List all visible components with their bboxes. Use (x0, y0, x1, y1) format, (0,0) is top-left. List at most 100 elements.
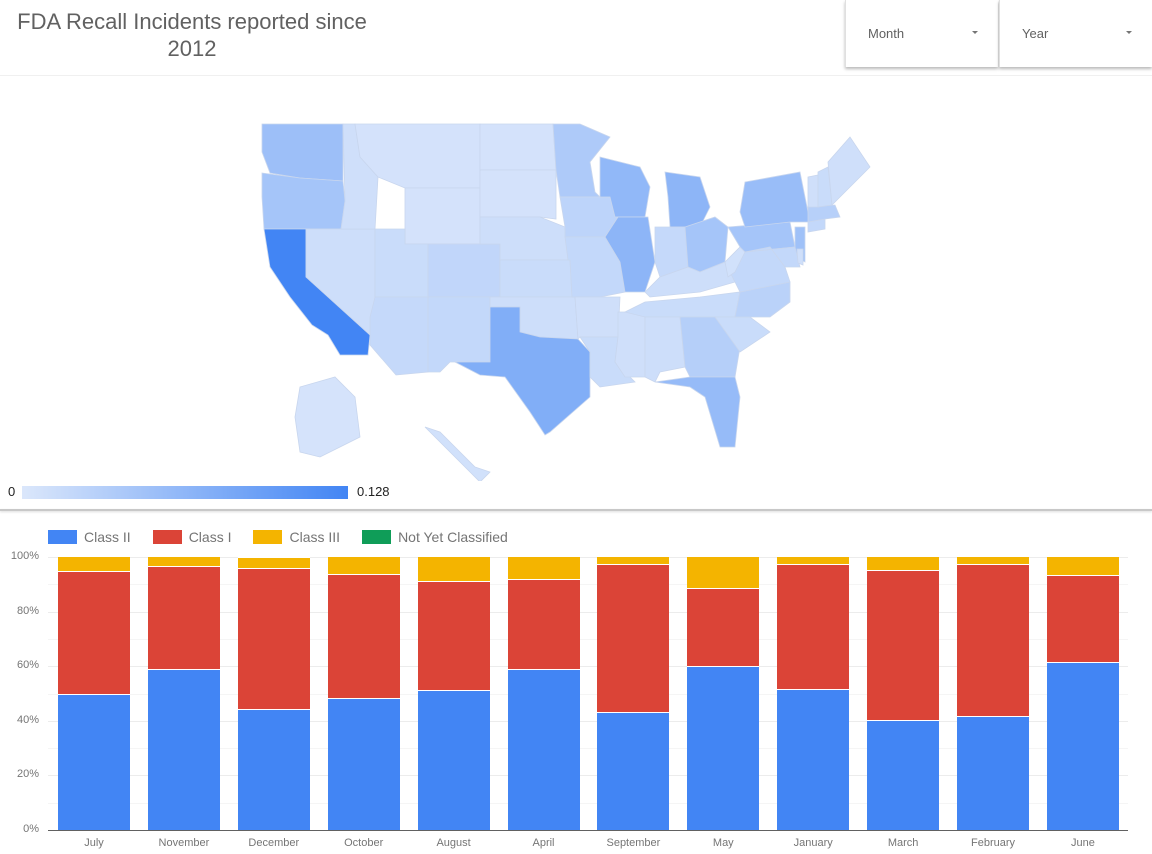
bar-stack[interactable] (687, 557, 760, 830)
legend-swatch (152, 530, 182, 544)
bar-segment[interactable] (147, 557, 220, 568)
state-region-tn[interactable] (623, 291, 741, 318)
bar-segment[interactable] (417, 690, 490, 830)
state-region-il[interactable] (604, 216, 656, 293)
bar-stack[interactable] (777, 557, 850, 830)
bar-segment[interactable] (237, 568, 310, 710)
bar-segment[interactable] (957, 557, 1029, 566)
us-map-panel: 0 0.128 (0, 77, 1152, 509)
bar-stack[interactable] (147, 557, 220, 830)
state-region-wy[interactable] (404, 187, 481, 245)
legend-label: Class III (289, 529, 341, 545)
bar-stack[interactable] (1046, 557, 1119, 830)
legend-item[interactable]: Class III (253, 529, 340, 545)
bar-segment[interactable] (597, 557, 670, 566)
y-axis-tick-label: 20% (16, 768, 39, 781)
legend-item[interactable]: Class I (152, 529, 232, 545)
bar-stack[interactable] (507, 557, 580, 830)
bar-segment[interactable] (867, 570, 940, 721)
state-region-mi[interactable] (664, 171, 711, 228)
state-region-sd[interactable] (479, 169, 557, 220)
bar-segment[interactable] (327, 557, 400, 576)
legend-item[interactable]: Not Yet Classified (362, 529, 508, 545)
bar-segment[interactable] (1046, 576, 1119, 663)
bar-segment[interactable] (777, 689, 850, 830)
bar-segment[interactable] (597, 712, 670, 830)
bar-segment[interactable] (327, 698, 400, 830)
bar-segment[interactable] (687, 557, 760, 589)
bar-segment[interactable] (777, 557, 850, 566)
bar-segment[interactable] (237, 556, 310, 558)
gridline (48, 557, 1128, 558)
bar-segment[interactable] (417, 582, 490, 691)
bar-segment[interactable] (777, 565, 850, 690)
color-scale-legend: 0 0.128 (0, 481, 420, 505)
legend-item[interactable]: Class II (48, 529, 131, 545)
state-region-vt[interactable] (807, 174, 819, 208)
state-region-pa[interactable] (727, 221, 796, 253)
state-region-me[interactable] (827, 136, 871, 206)
bar-segment[interactable] (867, 557, 940, 571)
state-region-or[interactable] (261, 172, 346, 230)
state-region-tx[interactable] (454, 306, 591, 436)
state-region-az[interactable] (369, 296, 429, 376)
bar-stack[interactable] (417, 557, 490, 830)
bar-segment[interactable] (58, 572, 130, 695)
state-region-co[interactable] (427, 243, 501, 298)
bar-stack[interactable] (867, 557, 940, 830)
state-region-ar[interactable] (574, 296, 621, 340)
chart-legend: Class II Class I Class III Not Yet Classifi… (48, 528, 530, 546)
bar-segment[interactable] (327, 575, 400, 699)
bar-segment[interactable] (507, 670, 580, 830)
bar-stack[interactable] (237, 556, 310, 830)
bar-segment[interactable] (147, 670, 220, 830)
x-axis-tick-label: August (436, 837, 471, 849)
month-filter-dropdown[interactable]: Month (845, 0, 998, 67)
bar-segment[interactable] (417, 557, 490, 583)
minor-gridline (48, 748, 1128, 750)
bar-segment[interactable] (687, 667, 760, 830)
minor-gridline (48, 693, 1128, 695)
section-divider (0, 509, 1152, 511)
bar-segment[interactable] (237, 557, 310, 569)
state-region-ms[interactable] (614, 311, 646, 378)
state-region-md[interactable] (744, 246, 801, 268)
bar-segment[interactable] (507, 557, 580, 580)
state-region-al[interactable] (644, 316, 686, 383)
legend-label: Class I (188, 529, 232, 545)
bar-stack[interactable] (957, 557, 1029, 830)
bar-segment[interactable] (58, 694, 130, 830)
state-region-de[interactable] (796, 248, 804, 266)
x-axis-tick-label: November (158, 837, 210, 849)
bar-segment[interactable] (597, 565, 670, 713)
state-region-wv[interactable] (724, 246, 746, 278)
bar-segment[interactable] (687, 588, 760, 668)
us-choropleth-map[interactable] (0, 77, 1152, 481)
x-axis-tick-label: September (606, 837, 661, 849)
year-filter-dropdown[interactable]: Year (999, 0, 1152, 67)
state-region-ak[interactable] (294, 376, 361, 458)
state-region-nm[interactable] (427, 296, 491, 373)
bar-segment[interactable] (507, 579, 580, 671)
bar-segment[interactable] (147, 567, 220, 671)
gridline (48, 775, 1128, 777)
bar-segment[interactable] (867, 720, 940, 830)
bar-stack[interactable] (58, 557, 130, 830)
state-region-nd[interactable] (479, 123, 557, 171)
bar-segment[interactable] (957, 565, 1029, 717)
bar-segment[interactable] (1046, 662, 1119, 830)
bar-segment[interactable] (237, 709, 310, 830)
bar-stack[interactable] (327, 557, 400, 830)
bar-segment[interactable] (957, 716, 1029, 830)
bar-segment[interactable] (1046, 557, 1119, 577)
state-region-hi[interactable] (424, 426, 491, 481)
legend-swatch (48, 530, 77, 544)
state-region-mn[interactable] (552, 123, 611, 198)
state-region-fl[interactable] (654, 376, 741, 448)
state-region-ks[interactable] (499, 259, 573, 298)
state-region-ny[interactable] (739, 171, 811, 228)
bar-stack[interactable] (597, 557, 670, 830)
bar-segment[interactable] (58, 557, 130, 573)
state-region-ma[interactable] (807, 204, 841, 223)
state-region-wa[interactable] (261, 123, 344, 182)
